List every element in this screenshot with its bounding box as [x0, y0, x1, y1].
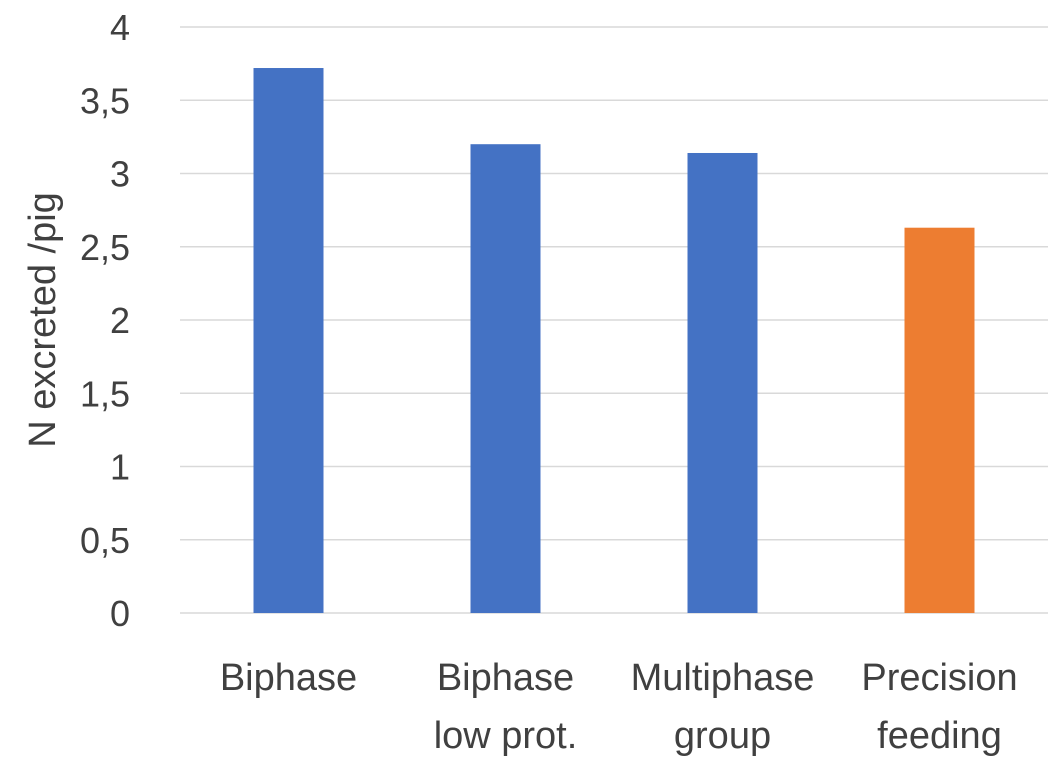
y-tick-label: 1,5	[80, 373, 130, 414]
x-category-labels: Biphase Biphase low prot. Multiphase group Pr…	[220, 657, 1018, 757]
x-category-label: Biphase	[220, 657, 357, 699]
y-tick-label: 3,5	[80, 80, 130, 121]
y-tick-label: 4	[110, 7, 130, 48]
bar	[904, 227, 975, 613]
x-category-label: Multiphase	[631, 657, 815, 699]
y-tick-label: 0	[110, 593, 130, 634]
x-category-label: Biphase	[437, 657, 574, 699]
y-tick-label: 3	[110, 154, 130, 195]
y-tick-labels: 0 0,5 1 1,5 2 2,5 3 3,5 4	[80, 7, 130, 634]
bar	[470, 144, 541, 613]
x-category-label: Precision	[861, 657, 1017, 699]
bars	[253, 68, 975, 614]
gridlines	[180, 26, 1048, 614]
y-tick-label: 2,5	[80, 227, 130, 268]
bar	[253, 68, 324, 613]
y-tick-label: 0,5	[80, 520, 130, 561]
x-category-label: feeding	[877, 715, 1002, 757]
x-category-label: group	[674, 715, 771, 757]
y-tick-label: 1	[110, 447, 130, 488]
x-category-label: low prot.	[434, 715, 578, 757]
y-tick-label: 2	[110, 300, 130, 341]
y-axis-label: N excreted /pig	[22, 192, 64, 448]
bar	[687, 152, 758, 614]
